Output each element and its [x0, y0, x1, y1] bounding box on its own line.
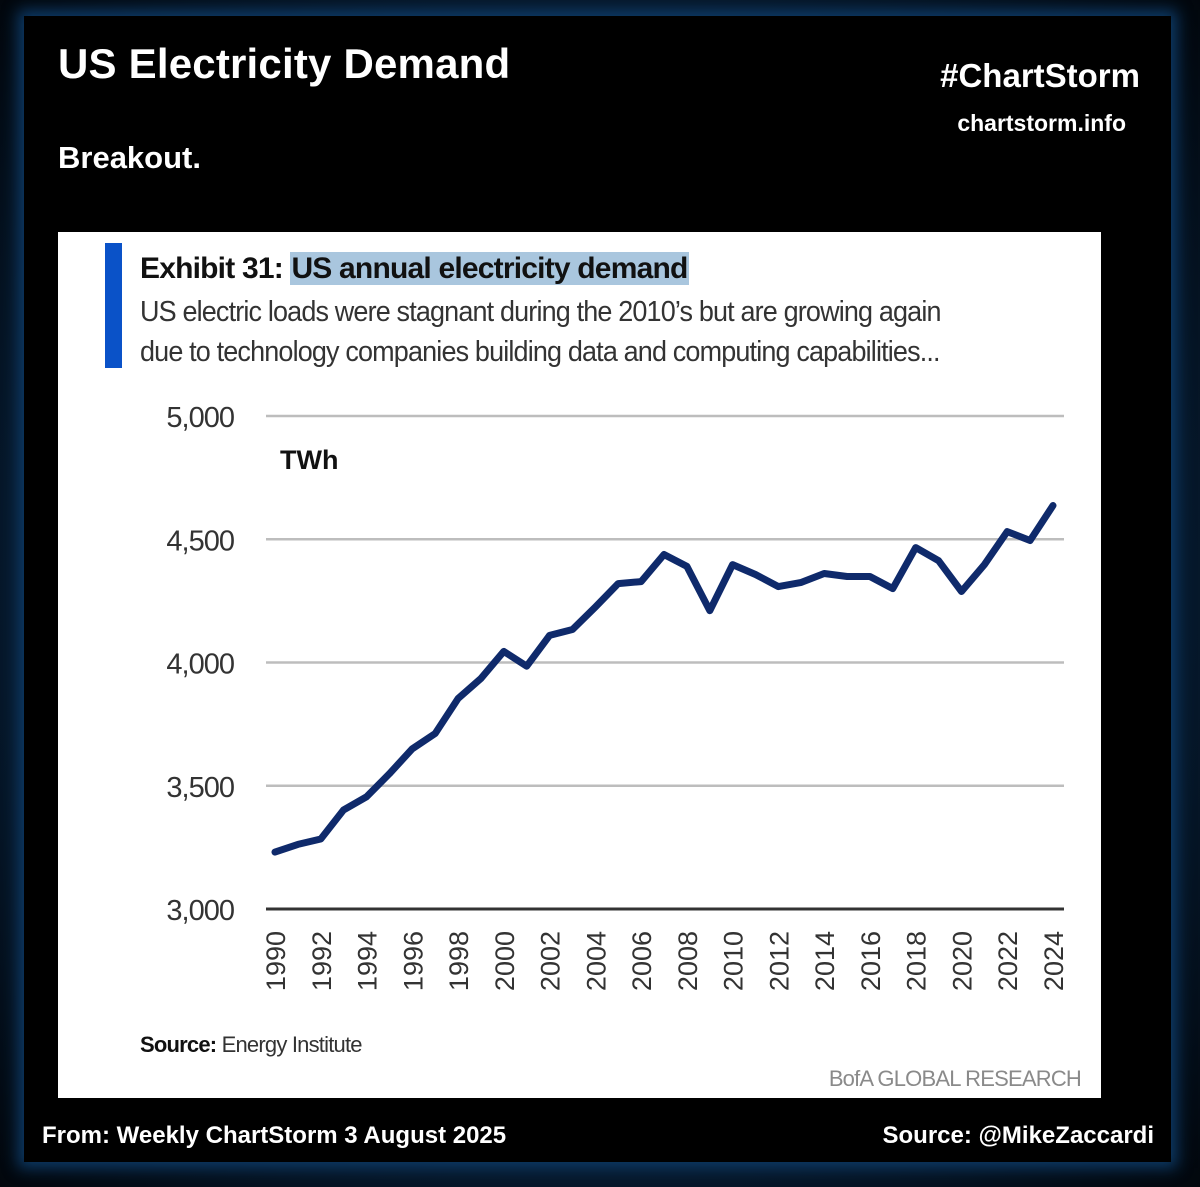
series-line	[271, 502, 1057, 856]
y-tick-label: 3,500	[166, 772, 234, 804]
x-tick-labels: 1990 1992 1994 1996 1998 2000 2002 2004 2006 2008…	[261, 931, 1069, 991]
slide-title: US Electricity Demand	[58, 40, 511, 87]
x-tick-label: 2022	[993, 931, 1023, 991]
x-tick-label: 2008	[673, 931, 703, 991]
x-tick-label: 1998	[444, 931, 474, 991]
x-tick-label: 1994	[353, 931, 383, 991]
accent-bar	[105, 243, 122, 368]
exhibit-heading: Exhibit 31: US annual electricity demand	[140, 252, 689, 286]
x-tick-label: 2012	[764, 931, 794, 991]
x-tick-label: 1990	[261, 931, 291, 991]
footer-from: From: Weekly ChartStorm 3 August 2025	[42, 1122, 507, 1149]
slide-subtitle: Breakout.	[58, 140, 201, 175]
y-tick-label: 4,500	[166, 525, 234, 557]
x-tick-label: 2004	[581, 931, 611, 991]
x-tick-label: 2016	[856, 931, 886, 991]
x-tick-label: 2002	[536, 931, 566, 991]
x-tick-label: 2018	[902, 931, 932, 991]
description-line-2: due to technology companies building dat…	[140, 336, 941, 368]
y-tick-labels: 3,000 3,500 4,000 4,500 5,000	[166, 402, 235, 927]
x-tick-label: 2006	[627, 931, 657, 991]
publisher-label: BofA GLOBAL RESEARCH	[828, 1066, 1082, 1091]
x-tick-label: 2024	[1039, 931, 1069, 991]
footer-source: Source: @MikeZaccardi	[882, 1122, 1155, 1149]
x-tick-label: 2014	[810, 931, 840, 991]
x-tick-label: 1992	[307, 931, 337, 991]
source-note: Source: Energy Institute	[140, 1032, 362, 1058]
series-layer	[271, 502, 1057, 856]
x-tick-label: 1996	[398, 931, 428, 991]
x-tick-label: 2020	[947, 931, 977, 991]
exhibit-description: US electric loads were stagnant during t…	[140, 292, 1033, 372]
y-tick-label: 4,000	[166, 649, 234, 681]
exhibit-title: US annual electricity demand	[290, 252, 689, 285]
source-label: Source:	[140, 1032, 217, 1057]
brand-hashtag: #ChartStorm	[940, 57, 1140, 94]
chart-card: Exhibit 31: US annual electricity demand…	[58, 232, 1101, 1098]
description-line-1: US electric loads were stagnant during t…	[140, 296, 941, 328]
x-tick-label: 2000	[490, 931, 520, 991]
exhibit-prefix: Exhibit 31:	[140, 252, 291, 285]
source-value: Energy Institute	[216, 1032, 363, 1057]
gridlines	[266, 414, 1064, 911]
x-tick-label: 2010	[719, 931, 749, 991]
brand-url: chartstorm.info	[957, 110, 1126, 136]
y-tick-label: 5,000	[166, 402, 234, 434]
unit-label: TWh	[280, 445, 338, 475]
y-tick-label: 3,000	[166, 895, 234, 927]
